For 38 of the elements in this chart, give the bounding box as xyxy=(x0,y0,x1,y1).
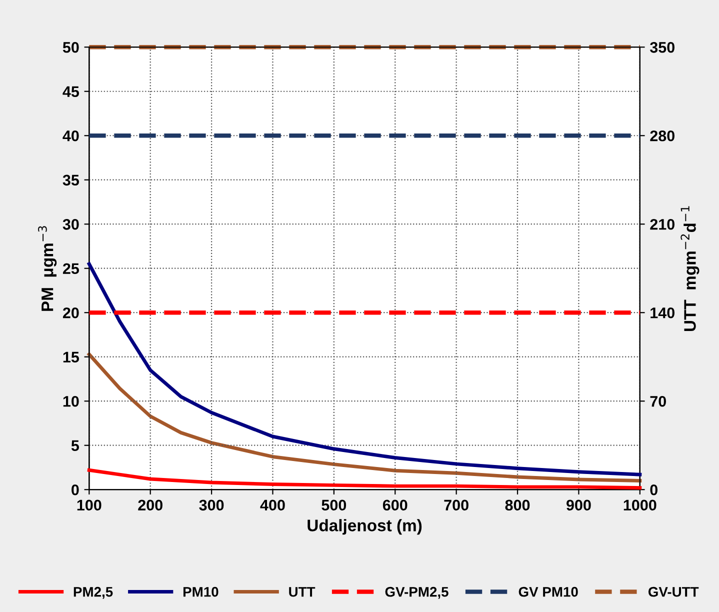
y-tick-label: 50 xyxy=(62,42,79,53)
y-tick-label: 15 xyxy=(63,352,80,363)
y-tick-label: 0 xyxy=(72,484,79,496)
y-tick-label: 35 xyxy=(62,174,80,186)
legend-label: PM2,5 xyxy=(74,586,113,599)
legend-label: GV-UTT xyxy=(648,586,699,597)
x-tick-label: 800 xyxy=(505,500,530,511)
x-tick-label: 300 xyxy=(199,500,224,511)
y-tick-label: 40 xyxy=(62,130,79,142)
legend-label: PM10 xyxy=(183,586,218,597)
legend-label: GV-PM2,5 xyxy=(385,586,448,599)
y2-tick-label: 280 xyxy=(650,130,674,142)
y-tick-label: 20 xyxy=(62,307,79,318)
x-axis-title: Udaljenost (m) xyxy=(308,519,422,535)
x-tick-label: 100 xyxy=(77,500,102,511)
y-tick-label: 30 xyxy=(62,218,79,230)
y-tick-label: 25 xyxy=(62,263,80,274)
y2-tick-label: 140 xyxy=(650,307,674,318)
y-tick-label: 5 xyxy=(71,440,80,452)
x-tick-label: 500 xyxy=(322,500,346,511)
x-tick-label: 700 xyxy=(444,500,468,511)
y2-tick-label: 210 xyxy=(650,218,674,230)
y-tick-label: 10 xyxy=(63,396,79,407)
y2-tick-label: 70 xyxy=(650,396,666,407)
x-tick-label: 900 xyxy=(566,500,591,511)
x-tick-label: 400 xyxy=(260,500,285,511)
x-tick-label: 1000 xyxy=(624,500,656,511)
legend-label: UTT xyxy=(289,587,316,597)
legend-label: GV PM10 xyxy=(518,586,578,597)
y2-axis-title: UTT mgm$^{−2}$d$^{−1}$ xyxy=(680,206,700,332)
line-series xyxy=(87,262,642,476)
line-series xyxy=(87,352,642,482)
y-axis-title: PM μgm$^{−3}$ xyxy=(38,226,57,311)
y2-tick-label: 350 xyxy=(650,42,674,53)
x-tick-label: 200 xyxy=(138,500,162,511)
x-tick-label: 600 xyxy=(382,500,408,511)
y-tick-label: 45 xyxy=(62,86,80,98)
y2-tick-label: 0 xyxy=(650,484,658,496)
